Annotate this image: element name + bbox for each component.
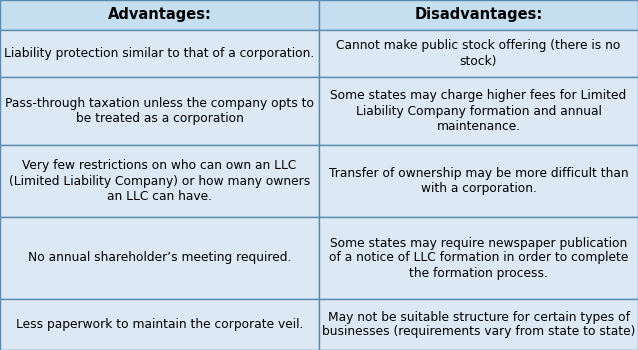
Text: Transfer of ownership may be more difficult than
with a corporation.: Transfer of ownership may be more diffic… <box>329 167 628 195</box>
Bar <box>319 217 638 299</box>
Text: Less paperwork to maintain the corporate veil.: Less paperwork to maintain the corporate… <box>16 318 303 331</box>
Bar <box>0 30 319 77</box>
Bar <box>0 77 319 145</box>
Text: Some states may charge higher fees for Limited
Liability Company formation and a: Some states may charge higher fees for L… <box>330 90 627 133</box>
Text: Pass-through taxation unless the company opts to
be treated as a corporation: Pass-through taxation unless the company… <box>5 97 314 125</box>
Text: Disadvantages:: Disadvantages: <box>414 7 543 22</box>
Bar <box>0 0 319 30</box>
Text: Liability protection similar to that of a corporation.: Liability protection similar to that of … <box>4 47 315 60</box>
Bar <box>319 0 638 30</box>
Text: No annual shareholder’s meeting required.: No annual shareholder’s meeting required… <box>28 252 291 265</box>
Text: Some states may require newspaper publication
of a notice of LLC formation in or: Some states may require newspaper public… <box>329 237 628 280</box>
Bar <box>0 299 319 350</box>
Bar <box>0 217 319 299</box>
Text: Advantages:: Advantages: <box>108 7 211 22</box>
Bar <box>319 299 638 350</box>
Text: Very few restrictions on who can own an LLC
(Limited Liability Company) or how m: Very few restrictions on who can own an … <box>9 160 310 203</box>
Text: May not be suitable structure for certain types of
businesses (requirements vary: May not be suitable structure for certai… <box>322 310 635 338</box>
Bar <box>0 145 319 217</box>
Text: Cannot make public stock offering (there is no
stock): Cannot make public stock offering (there… <box>336 40 621 68</box>
Bar <box>319 30 638 77</box>
Bar <box>319 145 638 217</box>
Bar <box>319 77 638 145</box>
